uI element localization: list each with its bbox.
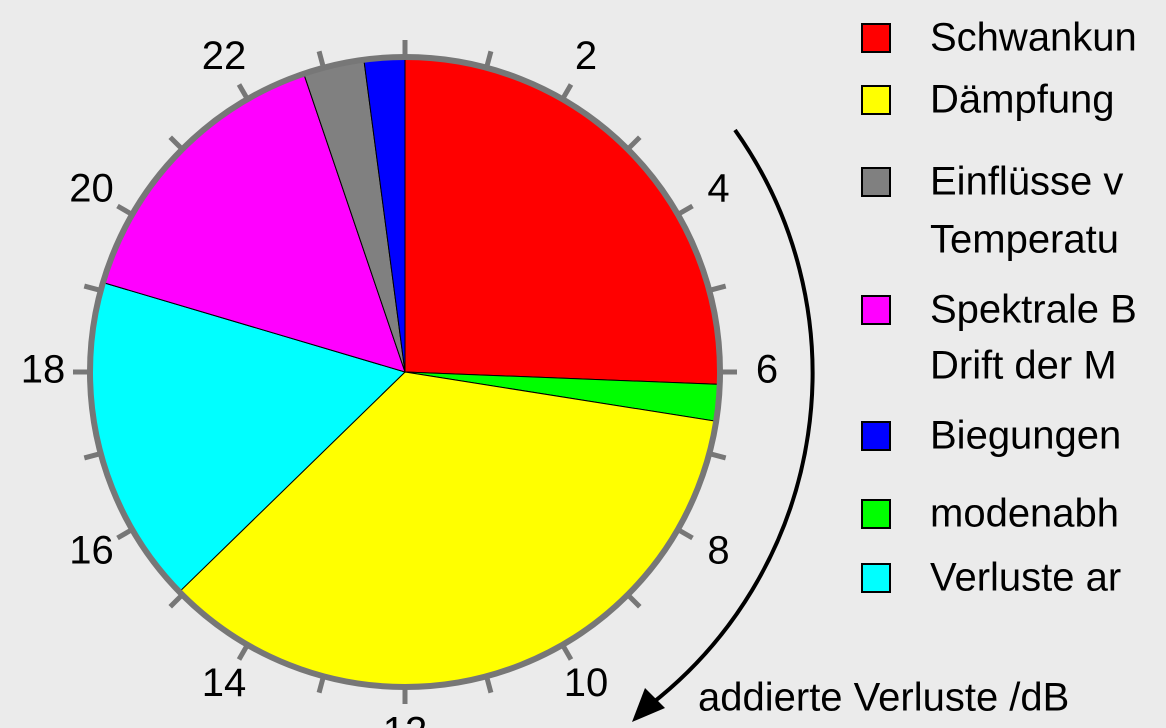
legend-label: Dämpfung xyxy=(930,78,1115,122)
tick-mark xyxy=(168,592,185,609)
tick-mark xyxy=(676,203,694,217)
tick-mark xyxy=(316,675,326,694)
tick-mark xyxy=(625,135,642,152)
legend-label: Biegungen xyxy=(930,414,1121,458)
tick-label: 10 xyxy=(564,661,609,705)
tick-label: 6 xyxy=(756,348,778,392)
tick-mark xyxy=(83,451,102,461)
arrow-head xyxy=(632,688,665,722)
tick-mark xyxy=(560,643,574,661)
legend-swatch xyxy=(861,421,891,451)
axis-label: addierte Verluste /dB xyxy=(698,676,1069,720)
legend-swatch xyxy=(861,85,891,115)
legend: Schwankun modenabh Dämpfung Verluste ar Spek… xyxy=(861,16,1137,600)
tick-mark xyxy=(236,83,250,101)
tick-mark xyxy=(625,592,642,609)
tick-label: 8 xyxy=(707,529,729,573)
tick-mark xyxy=(484,675,494,694)
tick-mark xyxy=(168,135,185,152)
tick-mark xyxy=(83,283,102,293)
tick-label: 4 xyxy=(707,167,729,211)
tick-label: 2 xyxy=(575,34,597,78)
legend-label: Spektrale B xyxy=(930,288,1137,332)
tick-label: 16 xyxy=(69,529,114,573)
legend-swatch xyxy=(861,563,891,593)
legend-swatch xyxy=(861,499,891,529)
legend-label: modenabh xyxy=(930,492,1119,536)
tick-label: 18 xyxy=(21,348,66,392)
tick-mark xyxy=(116,203,134,217)
legend-swatch xyxy=(861,295,891,325)
legend-label: Verluste ar xyxy=(930,556,1121,600)
tick-mark xyxy=(236,643,250,661)
tick-mark xyxy=(560,83,574,101)
tick-mark xyxy=(316,50,326,69)
tick-label: 14 xyxy=(202,661,247,705)
tick-mark xyxy=(676,527,694,541)
legend-label: Einflüsse v xyxy=(930,160,1123,204)
tick-mark xyxy=(484,50,494,69)
direction-arrow xyxy=(648,128,815,707)
tick-label: 12 xyxy=(383,710,428,728)
legend-label: Temperatu xyxy=(930,218,1119,262)
tick-label: 20 xyxy=(69,167,114,211)
tick-label: 22 xyxy=(202,34,247,78)
tick-mark xyxy=(708,451,727,461)
legend-label: Drift der M xyxy=(930,344,1117,388)
tick-mark xyxy=(708,283,727,293)
legend-swatch xyxy=(861,23,891,53)
tick-mark xyxy=(116,527,134,541)
legend-swatch xyxy=(861,167,891,197)
legend-label: Schwankun xyxy=(930,16,1137,60)
pie: 2 4 6 8 10 12 14 16 18 20 22 xyxy=(21,34,778,728)
